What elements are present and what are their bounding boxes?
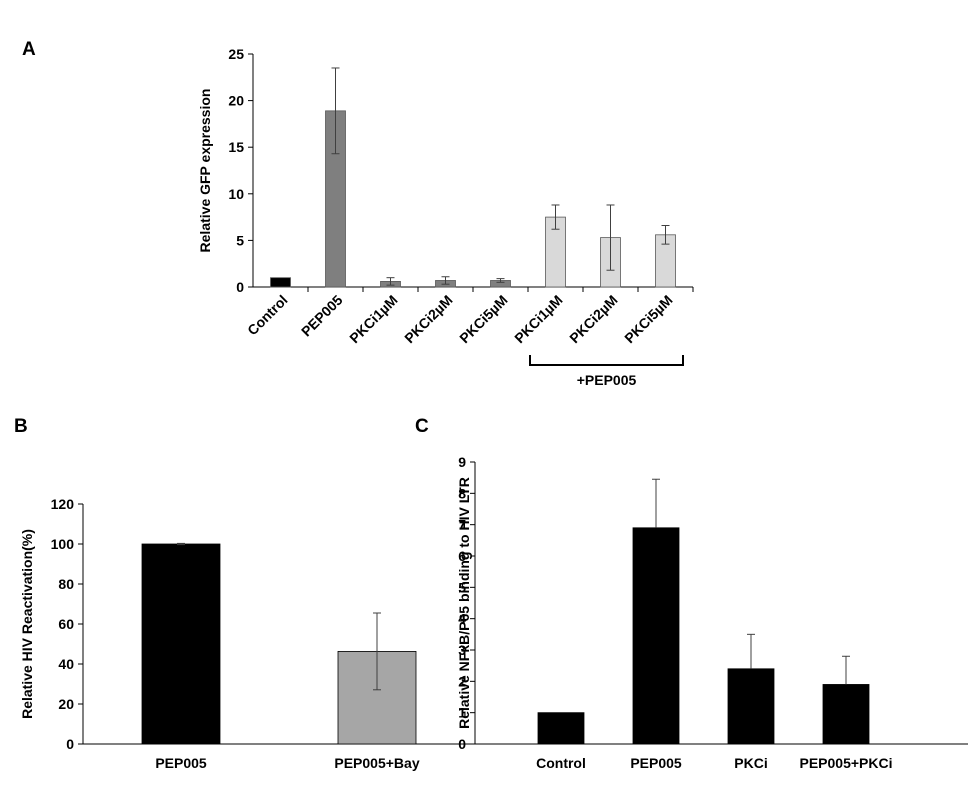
chart2-bar (822, 684, 870, 745)
chart1-y-tick-label: 0 (66, 736, 74, 752)
chart1-y-tick-label: 80 (58, 576, 74, 592)
chart2-y-tick-label: 3 (458, 642, 466, 658)
chart0-bracket-label: +PEP005 (577, 372, 637, 388)
chart0-y-tick-label: 15 (228, 139, 244, 155)
chart1-category-label: PEP005+Bay (334, 755, 419, 771)
chart0-category-label: PKCi1µM (346, 292, 400, 346)
chart1-y-tick-label: 120 (51, 496, 75, 512)
chart2-y-tick-label: 1 (458, 705, 466, 721)
chart2-bar (632, 527, 680, 745)
chart0-y-tick-label: 0 (236, 279, 244, 295)
chart1-bar (141, 543, 221, 745)
chart2-y-tick-label: 8 (458, 485, 466, 501)
chart0-bar (270, 277, 291, 288)
chart2-category-label: PEP005 (630, 755, 682, 771)
chart0-bracket (529, 355, 684, 366)
chart2-y-axis-label: Relative NFκB/P65 binding to HIV LTR (456, 477, 472, 729)
chart2-y-tick-label: 5 (458, 579, 466, 595)
panel-letter-C: C (415, 416, 429, 437)
chart0-category-label: PKCi2µM (401, 292, 455, 346)
chart0-category-label: Control (244, 292, 291, 339)
chart2-y-tick-label: 2 (458, 673, 466, 689)
chart1-category-label: PEP005 (155, 755, 207, 771)
chart1-y-tick-label: 20 (58, 696, 74, 712)
chart0-y-tick-label: 25 (228, 46, 244, 62)
chart0-category-label: PKCi2µM (566, 292, 620, 346)
chart2-y-tick-label: 6 (458, 548, 466, 564)
chart2-y-tick-label: 0 (458, 736, 466, 752)
chart2-y-tick-label: 7 (458, 517, 466, 533)
chart1-y-tick-label: 40 (58, 656, 74, 672)
chart2-y-tick-label: 4 (458, 611, 466, 627)
chart2-bar (537, 712, 585, 745)
chart0-category-label: PKCi1µM (511, 292, 565, 346)
chart0-category-label: PEP005 (298, 292, 346, 340)
chart0-category-label: PKCi5µM (621, 292, 675, 346)
chart0-y-tick-label: 10 (228, 186, 244, 202)
chart0-y-axis-label: Relative GFP expression (197, 89, 213, 253)
chart0-y-tick-label: 5 (236, 232, 244, 248)
chart0-y-tick-label: 20 (228, 93, 244, 109)
chart2-category-label: PEP005+PKCi (800, 755, 893, 771)
chart2-bar (727, 668, 775, 745)
panel-letter-A: A (22, 39, 36, 60)
chart1-y-axis-label: Relative HIV Reactivation(%) (19, 529, 35, 719)
chart0-category-label: PKCi5µM (456, 292, 510, 346)
chart1-y-tick-label: 100 (51, 536, 75, 552)
panel-letter-B: B (14, 416, 28, 437)
chart2-category-label: Control (536, 755, 586, 771)
chart2-y-tick-label: 9 (458, 454, 466, 470)
chart1-y-tick-label: 60 (58, 616, 74, 632)
chart2-category-label: PKCi (734, 755, 767, 771)
